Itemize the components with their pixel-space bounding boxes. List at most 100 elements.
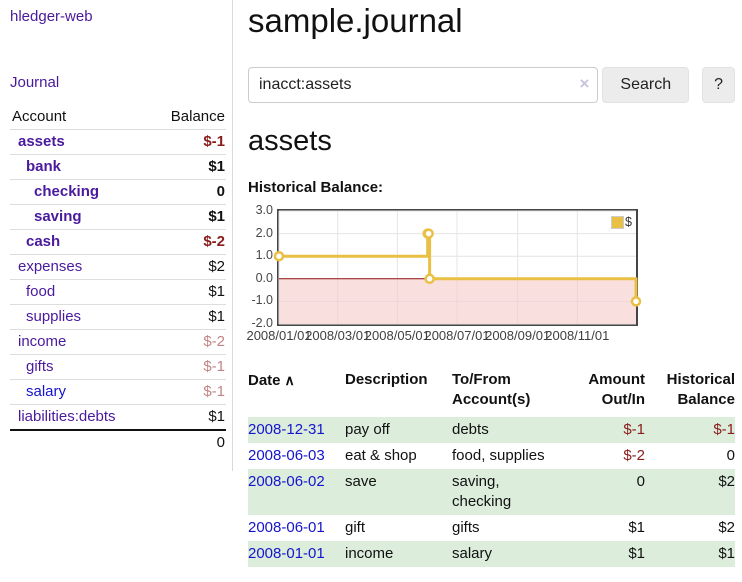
account-link[interactable]: supplies	[26, 308, 82, 325]
accounts-header-balance: Balance	[170, 108, 225, 125]
legend-swatch-icon	[611, 215, 625, 229]
account-balance: $1	[208, 158, 225, 175]
accounts-header-line2: Account(s)	[452, 391, 531, 408]
transaction-accounts: gifts	[452, 519, 480, 536]
y-tick-label: 0.0	[255, 270, 273, 285]
account-link[interactable]: bank	[26, 158, 62, 175]
account-balance: 0	[216, 183, 225, 200]
search-box: ×	[248, 67, 599, 103]
account-link[interactable]: checking	[34, 183, 100, 200]
transaction-accounts: salary	[452, 541, 555, 567]
x-tick-label: 2008/05/01	[364, 328, 430, 343]
help-button[interactable]: ?	[702, 67, 735, 103]
chart-x-axis-labels: 2008/01/01 2008/03/01 2008/05/01 2008/07/01…	[246, 328, 636, 346]
transaction-balance: $2	[645, 469, 735, 515]
account-row: bank $1	[10, 154, 226, 180]
chart-plot-area: $	[273, 209, 642, 326]
accounts-total-row: 0	[10, 429, 226, 455]
x-tick-label: 2008/01/01	[246, 328, 312, 343]
transaction-date-link[interactable]: 2008-06-02	[248, 473, 325, 490]
account-row: liabilities:debts $1	[10, 404, 226, 430]
chart-svg	[273, 210, 642, 325]
transaction-description: income	[345, 541, 452, 567]
register-table: Date ∧ Description To/From Account(s) Amo…	[248, 370, 735, 567]
account-row: food $1	[10, 279, 226, 305]
account-link[interactable]: salary	[26, 383, 67, 400]
x-tick-label: 2008/07/01	[424, 328, 490, 343]
account-row: cash $-2	[10, 229, 226, 255]
account-balance: $1	[208, 308, 225, 325]
accounts-table: Account Balance assets $-1 bank $1 check…	[10, 106, 226, 455]
transaction-accounts: food, supplies	[452, 447, 545, 464]
account-row: income $-2	[10, 329, 226, 355]
register-header-accounts: To/From Account(s)	[452, 370, 555, 417]
accounts-header-line1: To/From	[452, 371, 511, 388]
account-link[interactable]: saving	[34, 208, 82, 225]
account-balance: $-2	[203, 233, 225, 250]
accounts-table-header: Account Balance	[10, 106, 226, 130]
account-row: salary $-1	[10, 379, 226, 405]
transaction-date-link[interactable]: 2008-12-31	[248, 421, 325, 438]
y-tick-label: 3.0	[255, 203, 273, 217]
register-header-balance: Historical Balance	[645, 370, 735, 417]
accounts-total-balance: 0	[150, 429, 226, 455]
chart-legend: $	[610, 215, 633, 229]
legend-label: $	[625, 215, 632, 229]
transaction-accounts: saving, checking	[452, 469, 555, 515]
transaction-row: 2008-01-01 income salary $1 $1	[248, 541, 735, 567]
chart-label: Historical Balance:	[248, 179, 384, 196]
account-row: supplies $1	[10, 304, 226, 330]
transaction-description: save	[345, 469, 452, 515]
transaction-amount: $1	[555, 541, 645, 567]
sidebar: hledger-web Journal Account Balance asse…	[0, 0, 233, 471]
search-button[interactable]: Search	[602, 67, 690, 103]
main-content: sample.journal × Search ? assets Histori…	[246, 0, 735, 567]
register-header-date[interactable]: Date ∧	[248, 370, 345, 417]
y-tick-label: 1.0	[255, 248, 273, 263]
account-row: saving $1	[10, 204, 226, 230]
transaction-amount: 0	[555, 469, 645, 515]
x-tick-label: 2008/03/01	[305, 328, 371, 343]
y-tick-label: -1.0	[251, 293, 273, 308]
account-link[interactable]: expenses	[18, 258, 83, 275]
transaction-row: 2008-06-03 eat & shop food, supplies $-2…	[248, 443, 735, 469]
account-title: assets	[248, 125, 332, 157]
transaction-row: 2008-06-01 gift gifts $1 $2	[248, 515, 735, 541]
page-title: sample.journal	[248, 2, 463, 39]
account-balance: $2	[208, 258, 225, 275]
accounts-header-account: Account	[12, 108, 67, 125]
transaction-description: gift	[345, 519, 366, 536]
transaction-row: 2008-06-02 save saving, checking 0 $2	[248, 469, 735, 515]
transaction-date-link[interactable]: 2008-06-03	[248, 447, 325, 464]
account-link[interactable]: assets	[18, 133, 65, 150]
app-title-link[interactable]: hledger-web	[10, 8, 93, 25]
transaction-date-link[interactable]: 2008-06-01	[248, 519, 325, 536]
account-balance: $-1	[203, 133, 225, 150]
account-link[interactable]: income	[18, 333, 67, 350]
transaction-balance: $1	[645, 541, 735, 567]
account-row: gifts $-1	[10, 354, 226, 380]
balance-header-line1: Historical	[666, 371, 735, 388]
clear-search-icon[interactable]: ×	[579, 74, 590, 93]
account-balance: $1	[208, 283, 225, 300]
y-tick-label: -2.0	[251, 316, 273, 330]
transaction-description: eat & shop	[345, 447, 417, 464]
account-balance: $-1	[203, 358, 225, 375]
account-link[interactable]: liabilities:debts	[18, 408, 116, 425]
nav-journal-link[interactable]: Journal	[10, 74, 60, 91]
search-input[interactable]	[248, 67, 599, 103]
account-row: checking 0	[10, 179, 226, 205]
balance-chart: 3.0 2.0 1.0 0.0 -1.0 -2.0 $ 2008/01/01 2008/03…	[246, 203, 735, 347]
account-link[interactable]: food	[26, 283, 56, 300]
transaction-amount: $-1	[555, 417, 645, 443]
account-balance: $1	[208, 408, 225, 425]
transaction-row: 2008-12-31 pay off debts $-1 $-1	[248, 417, 735, 443]
account-balance: $1	[208, 208, 225, 225]
account-link[interactable]: cash	[26, 233, 61, 250]
account-link[interactable]: gifts	[26, 358, 54, 375]
balance-header-line2: Balance	[677, 391, 735, 408]
amount-header-line1: Amount	[588, 371, 645, 388]
account-balance: $-1	[203, 383, 225, 400]
search-bar: × Search ?	[248, 67, 735, 103]
transaction-date-link[interactable]: 2008-01-01	[248, 545, 325, 562]
